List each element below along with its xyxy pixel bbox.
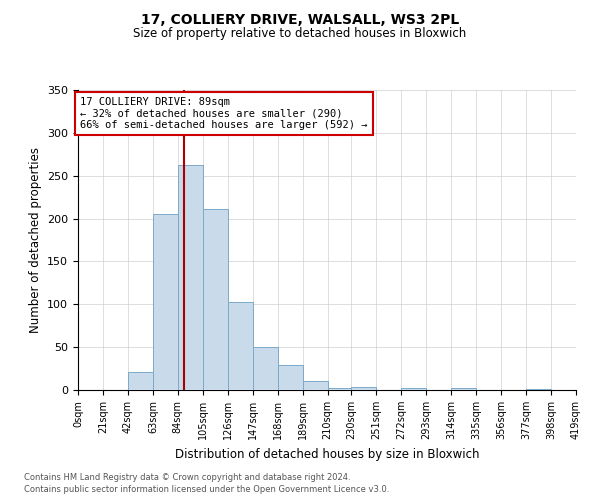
Text: Contains public sector information licensed under the Open Government Licence v3: Contains public sector information licen… [24, 485, 389, 494]
Bar [228, 302, 253, 390]
Bar [302, 382, 328, 390]
Bar [253, 347, 278, 390]
Text: 17, COLLIERY DRIVE, WALSALL, WS3 2PL: 17, COLLIERY DRIVE, WALSALL, WS3 2PL [141, 12, 459, 26]
X-axis label: Distribution of detached houses by size in Bloxwich: Distribution of detached houses by size … [175, 448, 479, 460]
Text: Contains HM Land Registry data © Crown copyright and database right 2024.: Contains HM Land Registry data © Crown c… [24, 472, 350, 482]
Bar [203, 209, 228, 390]
Bar [153, 214, 178, 390]
Bar [278, 365, 302, 390]
Text: Size of property relative to detached houses in Bloxwich: Size of property relative to detached ho… [133, 28, 467, 40]
Bar [526, 389, 551, 390]
Bar [178, 164, 203, 390]
Bar [401, 388, 426, 390]
Y-axis label: Number of detached properties: Number of detached properties [29, 147, 41, 333]
Bar [128, 372, 153, 390]
Bar [451, 388, 476, 390]
Text: 17 COLLIERY DRIVE: 89sqm
← 32% of detached houses are smaller (290)
66% of semi-: 17 COLLIERY DRIVE: 89sqm ← 32% of detach… [80, 97, 368, 130]
Bar [352, 386, 376, 390]
Bar [328, 388, 352, 390]
